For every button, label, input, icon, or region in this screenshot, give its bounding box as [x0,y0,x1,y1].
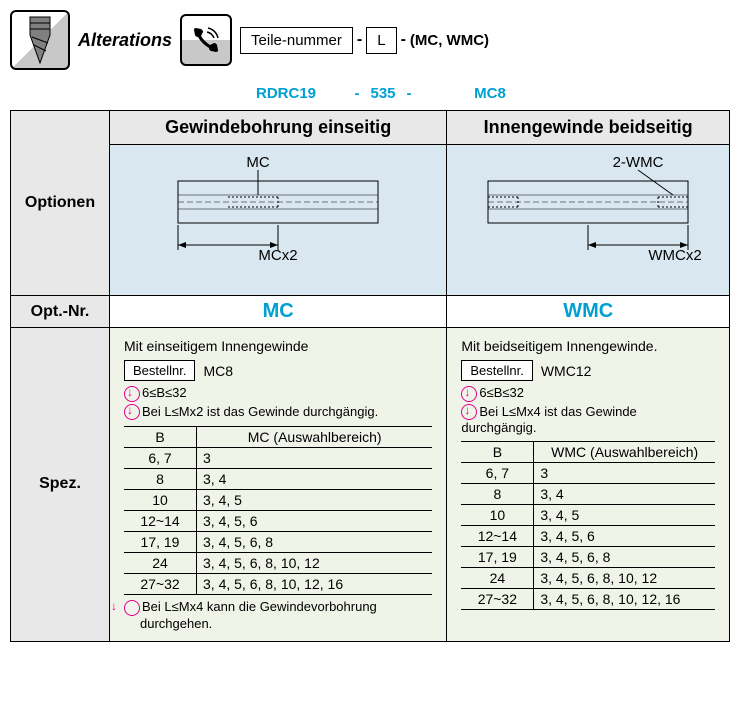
table-row: 17, 193, 4, 5, 6, 8 [124,532,432,553]
row-label-spez: Spez. [11,328,110,642]
mc-top-label: MC [247,155,270,171]
sep: - [350,85,364,102]
sep: - [357,31,362,49]
cell-range: 3, 4, 5, 6, 8, 10, 12, 16 [534,589,715,610]
cell-range: 3 [534,463,715,484]
cell-range: 3, 4, 5, 6, 8, 10, 12 [534,568,715,589]
cell-b: 10 [461,505,534,526]
wmc-bot-label: WMCx2 [649,247,702,264]
table-row: 83, 4 [124,469,432,490]
table-row: 243, 4, 5, 6, 8, 10, 12 [124,553,432,574]
note-icon [461,386,477,402]
table-row: 103, 4, 5 [124,490,432,511]
example-row: RDRC19 - 535 - MC8 [256,85,732,102]
mc-footnote: Bei L≤Mx4 kann die Gewindevorbohrung dur… [140,599,377,631]
opt-nr-mc: MC [110,296,447,328]
cell-range: 3, 4, 5, 6, 8, 10, 12, 16 [197,574,433,595]
spec-cell-wmc: Mit beidseitigem Innengewinde. Bestellnr… [447,328,730,642]
th-range: MC (Auswahlbereich) [197,427,433,448]
cell-range: 3, 4 [534,484,715,505]
mc-heading: Mit einseitigem Innengewinde [124,338,432,354]
th-b: B [461,442,534,463]
l-box: L [366,27,396,54]
cell-b: 10 [124,490,197,511]
cell-range: 3, 4, 5, 6, 8 [197,532,433,553]
cell-b: 17, 19 [461,547,534,568]
cell-b: 8 [124,469,197,490]
table-row: 12~143, 4, 5, 6 [461,526,715,547]
cell-range: 3, 4, 5 [197,490,433,511]
cell-b: 12~14 [124,511,197,532]
mc-range: 6≤B≤32 [142,385,187,400]
wmc-condition: Bei L≤Mx4 ist das Gewinde durchgängig. [461,404,636,436]
cell-range: 3, 4 [197,469,433,490]
bestell-label: Bestellnr. [124,360,195,381]
cell-b: 12~14 [461,526,534,547]
cell-range: 3 [197,448,433,469]
th-range: WMC (Auswahlbereich) [534,442,715,463]
example-opt: MC8 [420,85,520,102]
bestell-label: Bestellnr. [461,360,532,381]
part-number-box: Teile-nummer [240,27,353,54]
wmc-top-label: 2-WMC [613,155,664,171]
cell-b: 27~32 [124,574,197,595]
cell-b: 8 [461,484,534,505]
phone-icon [180,14,232,66]
table-row: 6, 73 [461,463,715,484]
table-row: 243, 4, 5, 6, 8, 10, 12 [461,568,715,589]
bestell-value: MC8 [203,363,233,379]
cell-b: 24 [461,568,534,589]
cell-b: 6, 7 [124,448,197,469]
cell-range: 3, 4, 5, 6, 8 [534,547,715,568]
wmc-heading: Mit beidseitigem Innengewinde. [461,338,715,354]
cell-range: 3, 4, 5 [534,505,715,526]
cell-b: 27~32 [461,589,534,610]
mc-condition: Bei L≤Mx2 ist das Gewinde durchgängig. [142,404,378,419]
cell-range: 3, 4, 5, 6 [197,511,433,532]
th-b: B [124,427,197,448]
table-row: 83, 4 [461,484,715,505]
opt-nr-wmc: WMC [447,296,730,328]
sep: - [401,31,406,49]
table-row: 27~323, 4, 5, 6, 8, 10, 12, 16 [461,589,715,610]
table-row: 27~323, 4, 5, 6, 8, 10, 12, 16 [124,574,432,595]
diagram-mc: MC MCx2 [110,145,447,296]
mc-inner-table: BMC (Auswahlbereich) 6, 7383, 4103, 4, 5… [124,426,432,595]
cell-range: 3, 4, 5, 6 [534,526,715,547]
example-part: RDRC19 [256,85,346,102]
example-l: 535 [368,85,398,102]
bestell-value: WMC12 [541,363,592,379]
drill-icon [10,10,70,70]
cell-b: 6, 7 [461,463,534,484]
header-row: Alterations Teile-nummer - L - (MC, WMC) [10,10,732,70]
cell-b: 17, 19 [124,532,197,553]
cell-b: 24 [124,553,197,574]
wmc-range: 6≤B≤32 [479,385,524,400]
row-label-optionen: Optionen [11,111,110,296]
note-icon [461,404,477,420]
alterations-label: Alterations [78,30,172,51]
mc-bot-label: MCx2 [259,247,298,264]
cell-range: 3, 4, 5, 6, 8, 10, 12 [197,553,433,574]
table-row: 12~143, 4, 5, 6 [124,511,432,532]
col-header-mc: Gewindebohrung einseitig [110,111,447,145]
row-label-opt-nr: Opt.-Nr. [11,296,110,328]
opts-label: (MC, WMC) [410,32,489,49]
table-row: 103, 4, 5 [461,505,715,526]
col-header-wmc: Innengewinde beidseitig [447,111,730,145]
main-table: Optionen Gewindebohrung einseitig Inneng… [10,110,730,642]
spec-boxes: Teile-nummer - L - (MC, WMC) [240,27,489,54]
sep: - [402,85,416,102]
spec-cell-mc: Mit einseitigem Innengewinde Bestellnr. … [110,328,447,642]
diagram-wmc: 2-WMC WMCx2 [447,145,730,296]
table-row: 6, 73 [124,448,432,469]
note-icon [124,404,140,420]
note-icon [124,600,140,616]
wmc-inner-table: BWMC (Auswahlbereich) 6, 7383, 4103, 4, … [461,441,715,610]
note-icon [124,386,140,402]
table-row: 17, 193, 4, 5, 6, 8 [461,547,715,568]
